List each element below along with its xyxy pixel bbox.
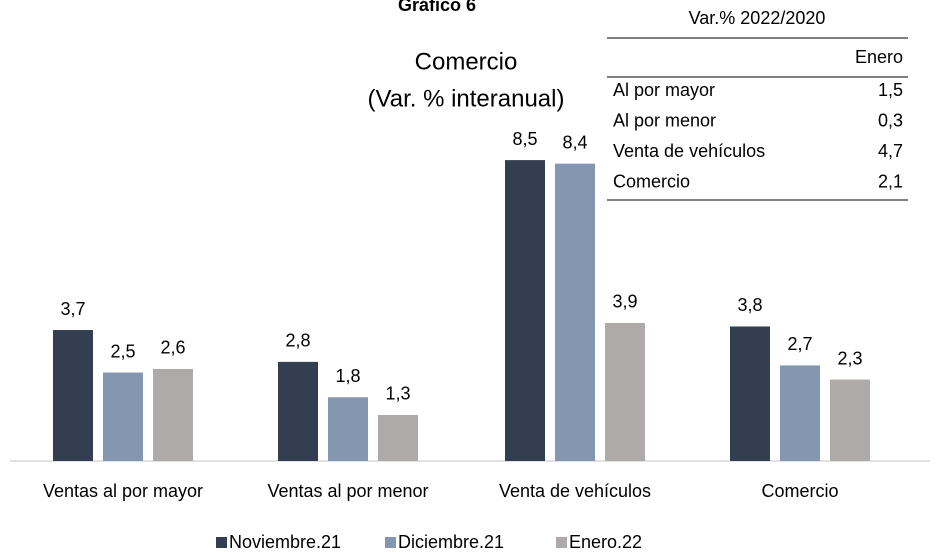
bar xyxy=(730,326,770,461)
data-label: 2,6 xyxy=(160,338,185,358)
bar xyxy=(103,372,143,461)
bar xyxy=(328,397,368,461)
table-row-label: Al por menor xyxy=(613,110,716,130)
legend-swatch xyxy=(556,537,567,548)
data-label: 2,5 xyxy=(110,341,135,361)
legend-swatch xyxy=(385,537,396,548)
heading: Gráfico 6 xyxy=(398,0,476,15)
legend-label: Diciembre.21 xyxy=(398,532,504,552)
table-title: Var.% 2022/2020 xyxy=(689,8,826,28)
data-label: 1,8 xyxy=(335,366,360,386)
table-row-label: Al por mayor xyxy=(613,80,715,100)
x-tick-label: Ventas al por menor xyxy=(267,481,428,501)
data-label: 3,8 xyxy=(737,295,762,315)
bar xyxy=(605,322,645,461)
x-tick-label: Venta de vehículos xyxy=(499,481,651,501)
table-cell: 1,5 xyxy=(878,80,903,100)
bar xyxy=(780,365,820,461)
bar xyxy=(153,368,193,461)
data-label: 2,3 xyxy=(837,348,862,368)
x-tick-label: Comercio xyxy=(761,481,838,501)
x-tick-label: Ventas al por mayor xyxy=(43,481,203,501)
data-label: 1,3 xyxy=(385,384,410,404)
bar xyxy=(378,414,418,461)
legend-swatch xyxy=(216,537,227,548)
data-label: 2,8 xyxy=(285,331,310,351)
bar xyxy=(555,163,595,461)
table-row-label: Venta de vehículos xyxy=(613,141,765,161)
data-label: 3,7 xyxy=(60,299,85,319)
table-cell: 0,3 xyxy=(878,110,903,130)
table-cell: 4,7 xyxy=(878,141,903,161)
chart-subtitle: (Var. % interanual) xyxy=(368,85,565,112)
chart-title: Comercio xyxy=(415,48,518,75)
legend-label: Enero.22 xyxy=(569,532,642,552)
data-label: 8,5 xyxy=(512,129,537,149)
table-column: Enero xyxy=(855,47,903,67)
table-cell: 2,1 xyxy=(878,171,903,191)
data-label: 2,7 xyxy=(787,334,812,354)
bar xyxy=(278,361,318,461)
legend-label: Noviembre.21 xyxy=(229,532,341,552)
bar xyxy=(505,160,545,461)
data-label: 3,9 xyxy=(612,292,637,312)
table-row-label: Comercio xyxy=(613,171,690,191)
data-label: 8,4 xyxy=(562,132,587,152)
bar xyxy=(53,330,93,461)
bar xyxy=(830,379,870,461)
